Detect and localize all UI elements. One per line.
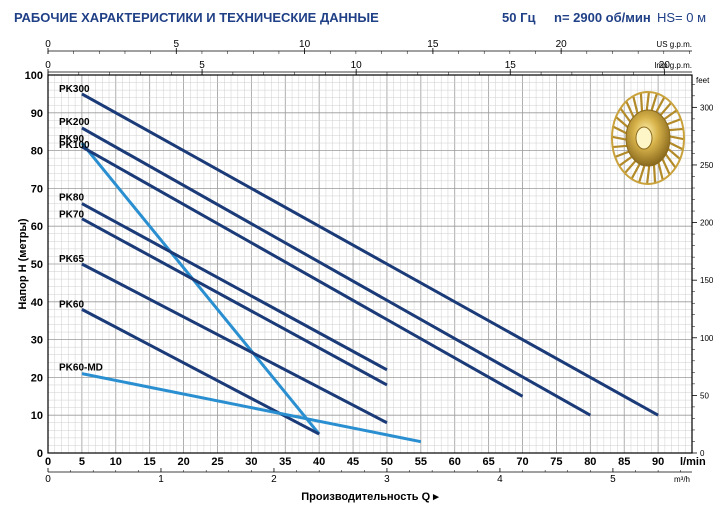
x-tick-label: 60 (449, 456, 461, 468)
curve-label-pk200: PK200 (59, 117, 90, 128)
m3h-tick-label: 5 (610, 474, 616, 485)
plot-frame (47, 74, 693, 454)
curve-label-pk300: PK300 (59, 84, 90, 95)
y-tick-label: 90 (31, 108, 43, 120)
curve-label-pk60: PK60 (59, 299, 84, 310)
y-tick-label: 40 (31, 297, 43, 309)
imp-gpm-tick-label: 0 (45, 60, 51, 71)
us-gpm-tick-label: 20 (556, 39, 568, 50)
frequency-label: 50 Гц (502, 10, 536, 25)
hs-label: HS= 0 м (657, 10, 707, 25)
feet-tick-label: 250 (700, 161, 714, 170)
m3h-tick-label: 3 (384, 474, 390, 485)
x-tick-label: 85 (618, 456, 630, 468)
x-tick-label: 20 (177, 456, 189, 468)
x-tick-label: 35 (279, 456, 291, 468)
x-tick-label: 70 (516, 456, 528, 468)
page-title: РАБОЧИЕ ХАРАКТЕРИСТИКИ И ТЕХНИЧЕСКИЕ ДАН… (14, 10, 379, 25)
feet-label: feet (696, 76, 710, 85)
series-pk90 (80, 142, 321, 436)
m3h-label: m³/h (674, 475, 690, 484)
x-tick-label: 40 (313, 456, 325, 468)
x-tick-label: 65 (483, 456, 495, 468)
x-tick-label: 25 (211, 456, 223, 468)
feet-tick-label: 300 (700, 103, 714, 112)
y-tick-label: 20 (31, 372, 43, 384)
imp-gpm-label: Imp g.p.m. (654, 61, 692, 70)
us-gpm-label: US g.p.m. (656, 40, 692, 49)
y-tick-label: 60 (31, 221, 43, 233)
us-gpm-tick-label: 0 (45, 39, 51, 50)
impeller-rim (611, 91, 685, 185)
imp-gpm-tick-label: 10 (351, 60, 363, 71)
curve-label-pk100: PK100 (59, 140, 90, 151)
x-tick-label: 30 (245, 456, 257, 468)
y-tick-label: 10 (31, 410, 43, 422)
series-pk100 (81, 145, 524, 398)
imp-gpm-tick-label: 15 (505, 60, 517, 71)
speed-label: n= 2900 об/мин (554, 10, 651, 25)
series-pk70 (81, 217, 388, 387)
m3h-tick-label: 0 (45, 474, 51, 485)
x-tick-label: 5 (79, 456, 85, 468)
impeller-bore (635, 126, 653, 150)
curve-label-pk60-md: PK60-MD (59, 363, 103, 374)
x-tick-label: 75 (550, 456, 562, 468)
x-tick-label: 0 (45, 456, 51, 468)
curve-label-pk90: PK90 (59, 134, 84, 145)
series-lines (80, 92, 659, 444)
x-tick-label: 50 (381, 456, 393, 468)
m3h-tick-label: 4 (497, 474, 503, 485)
x-tick-label: 45 (347, 456, 359, 468)
us-gpm-tick-label: 15 (427, 39, 439, 50)
imp-gpm-tick-label: 20 (659, 60, 671, 71)
x-tick-label: 15 (144, 456, 156, 468)
y-tick-label: 70 (31, 183, 43, 195)
x-tick-label: 55 (415, 456, 427, 468)
grid (47, 74, 693, 454)
feet-tick-label: 150 (700, 276, 714, 285)
y-tick-label: 30 (31, 335, 43, 347)
series-pk300 (81, 92, 659, 417)
us-gpm-tick-label: 10 (299, 39, 311, 50)
m3h-tick-label: 2 (271, 474, 277, 485)
series-pk60-md (81, 372, 422, 444)
series-pk65 (81, 262, 388, 425)
y-tick-label: 50 (31, 259, 43, 271)
feet-tick-label: 200 (700, 219, 714, 228)
imp-gpm-tick-label: 5 (199, 60, 205, 71)
chart-header: РАБОЧИЕ ХАРАКТЕРИСТИКИ И ТЕХНИЧЕСКИЕ ДАН… (14, 10, 711, 32)
y-axis-title: Напор H (метры) (17, 218, 29, 309)
y-tick-label: 100 (25, 70, 43, 82)
feet-tick-label: 0 (700, 449, 705, 458)
y-tick-label: 0 (37, 448, 43, 460)
series-pk200 (81, 126, 592, 417)
curve-label-pk70: PK70 (59, 210, 84, 221)
us-gpm-tick-label: 5 (174, 39, 180, 50)
curve-label-pk65: PK65 (59, 254, 84, 265)
x-tick-label: 90 (652, 456, 664, 468)
x-tick-label: 80 (584, 456, 596, 468)
feet-tick-label: 50 (700, 391, 709, 400)
series-pk80 (81, 202, 388, 372)
x-tick-label: 10 (110, 456, 122, 468)
curve-label-pk80: PK80 (59, 193, 84, 204)
impeller-icon (611, 91, 685, 185)
x-unit-label: l/min (680, 456, 706, 468)
y-tick-label: 80 (31, 146, 43, 158)
m3h-tick-label: 1 (158, 474, 164, 485)
feet-tick-label: 100 (700, 334, 714, 343)
x-axis-title: Производительность Q ▸ (301, 491, 439, 503)
